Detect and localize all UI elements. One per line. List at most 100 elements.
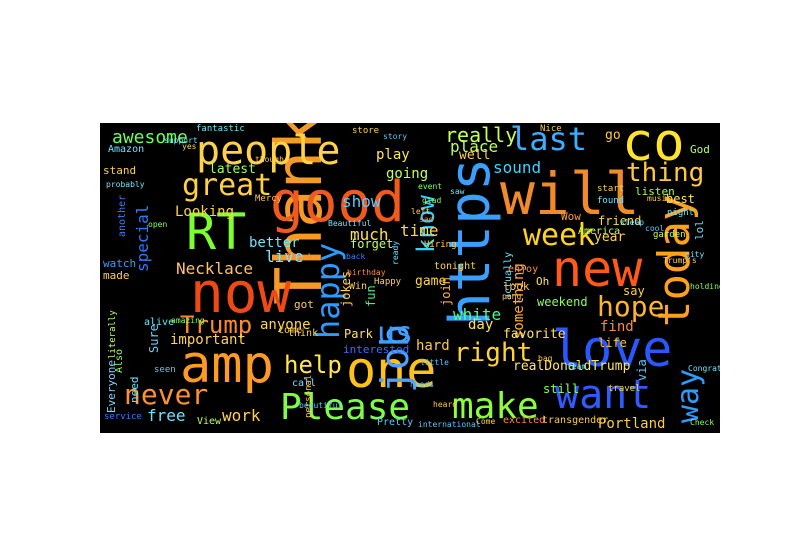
word: international: [418, 420, 481, 429]
word: look: [503, 280, 530, 293]
word: city: [685, 250, 705, 259]
word: latest: [209, 162, 256, 177]
word: Beautiful: [328, 219, 372, 228]
word: via: [635, 359, 649, 381]
word: Park: [344, 327, 373, 341]
word: best: [666, 192, 695, 206]
word: little: [420, 358, 449, 367]
word: life: [598, 336, 627, 350]
word: still: [543, 382, 580, 396]
word: birthday: [347, 268, 386, 277]
word: forget: [350, 237, 394, 251]
word: play: [376, 147, 410, 163]
word: travel: [608, 384, 641, 394]
word: America: [578, 226, 621, 237]
word: week: [523, 218, 596, 253]
word: join: [439, 277, 453, 306]
word: Portland: [598, 416, 666, 432]
word: service: [104, 412, 142, 422]
word: Check: [690, 418, 715, 427]
word: enjoy: [508, 264, 539, 275]
word: Amazon: [108, 144, 145, 155]
word: white: [453, 305, 502, 324]
word: favorite: [503, 327, 566, 342]
word: Congrats: [688, 364, 720, 373]
word: God: [690, 143, 710, 156]
word: last: [510, 123, 588, 158]
word: back: [346, 252, 366, 261]
word: say: [623, 284, 645, 298]
word: going: [386, 166, 429, 182]
word: store: [352, 126, 380, 136]
word: call: [292, 378, 317, 389]
word: come: [278, 325, 303, 336]
word: amp: [180, 335, 274, 395]
word: start: [597, 184, 625, 194]
word: Oh: [536, 275, 550, 288]
word: now: [190, 261, 292, 326]
word: find: [600, 319, 634, 335]
word: cool: [645, 224, 665, 233]
word: RT: [186, 203, 247, 261]
word: open: [148, 220, 168, 229]
word: Wow: [561, 210, 581, 223]
word: hope: [597, 290, 665, 323]
word: go: [605, 128, 621, 143]
word: saw: [450, 187, 465, 196]
word: one: [346, 341, 437, 399]
word: new: [552, 240, 643, 298]
word: another: [117, 194, 128, 237]
word: Please: [280, 387, 411, 428]
word: probably: [106, 180, 145, 189]
word: fantastic: [196, 124, 245, 134]
word: game: [415, 274, 447, 289]
word: transgender: [542, 415, 609, 426]
word: ready: [391, 240, 400, 265]
word: thing: [626, 158, 705, 188]
word: will: [500, 160, 640, 228]
word: really: [445, 123, 518, 147]
word: lol: [693, 220, 706, 240]
word: View: [197, 416, 222, 427]
word: year: [594, 230, 626, 245]
word: Mercy: [255, 194, 283, 204]
word: special: [133, 204, 152, 272]
word: team: [567, 362, 587, 371]
word: way: [671, 368, 706, 423]
word: music: [647, 194, 672, 203]
word: seen: [154, 365, 176, 375]
word: glad: [422, 196, 442, 205]
word: pang: [502, 292, 522, 301]
word: us: [377, 316, 414, 351]
word: Necklace: [176, 259, 254, 278]
word: bag: [538, 354, 553, 363]
word: made: [103, 269, 130, 282]
word: co: [622, 123, 685, 173]
word: Happy: [374, 277, 402, 287]
word: Win: [349, 281, 368, 292]
word: Trump's: [663, 256, 697, 265]
word: yes: [182, 142, 197, 151]
word: hard: [416, 338, 450, 354]
word: found: [597, 196, 625, 206]
word: Trump: [180, 311, 253, 339]
word: garden: [653, 230, 686, 240]
word: sound: [493, 158, 542, 177]
word: friend: [598, 214, 642, 228]
word: interested: [343, 343, 410, 356]
word: story: [383, 132, 408, 141]
word: important: [170, 332, 246, 348]
word: stand: [103, 164, 137, 177]
word: show: [342, 192, 381, 211]
word: time: [400, 221, 439, 240]
word: make: [452, 386, 539, 427]
word: sleep: [620, 218, 645, 227]
word: good: [270, 170, 405, 235]
word: day: [468, 317, 494, 333]
word: free: [147, 406, 186, 425]
word: night: [667, 208, 695, 218]
word: left: [411, 207, 431, 216]
word: alive: [144, 317, 175, 328]
word-cloud: Thank https good will now people new lov…: [100, 123, 720, 433]
word: love: [552, 320, 673, 378]
